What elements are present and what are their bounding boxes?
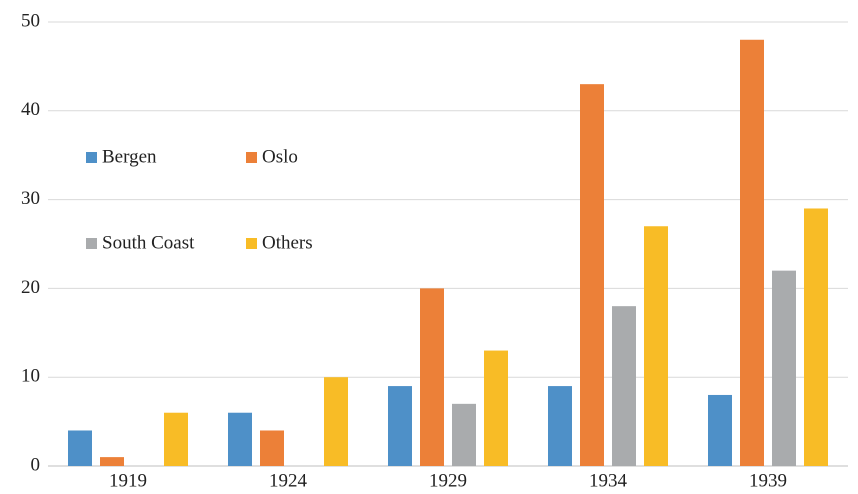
bar xyxy=(452,403,476,466)
y-tick-label: 0 xyxy=(31,454,41,475)
bar xyxy=(644,226,668,466)
bar xyxy=(484,350,508,466)
y-tick-label: 10 xyxy=(21,366,40,387)
legend-label: Oslo xyxy=(262,146,298,167)
bar xyxy=(228,412,252,466)
x-tick-label: 1924 xyxy=(269,470,308,491)
bar xyxy=(68,430,92,466)
bar xyxy=(548,386,572,466)
legend-swatch xyxy=(86,238,97,249)
y-tick-label: 40 xyxy=(21,99,40,120)
x-tick-label: 1934 xyxy=(589,470,628,491)
x-tick-label: 1919 xyxy=(109,470,147,491)
bar xyxy=(260,430,284,466)
legend-swatch xyxy=(246,238,257,249)
legend-label: Others xyxy=(262,232,313,253)
legend-label: Bergen xyxy=(102,146,157,167)
legend-label: South Coast xyxy=(102,232,195,253)
y-tick-label: 30 xyxy=(21,188,40,209)
x-tick-label: 1939 xyxy=(749,470,787,491)
legend-swatch xyxy=(86,152,97,163)
bar xyxy=(164,412,188,466)
bar xyxy=(708,394,732,466)
legend-swatch xyxy=(246,152,257,163)
bar xyxy=(388,386,412,466)
y-tick-label: 50 xyxy=(21,10,40,31)
bar xyxy=(772,270,796,466)
x-tick-label: 1929 xyxy=(429,470,467,491)
bar xyxy=(740,39,764,466)
bar xyxy=(324,377,348,466)
bar xyxy=(420,288,444,466)
bar xyxy=(580,84,604,466)
bar xyxy=(804,208,828,467)
bar xyxy=(612,306,636,466)
bar xyxy=(100,457,124,466)
y-tick-label: 20 xyxy=(21,277,40,298)
